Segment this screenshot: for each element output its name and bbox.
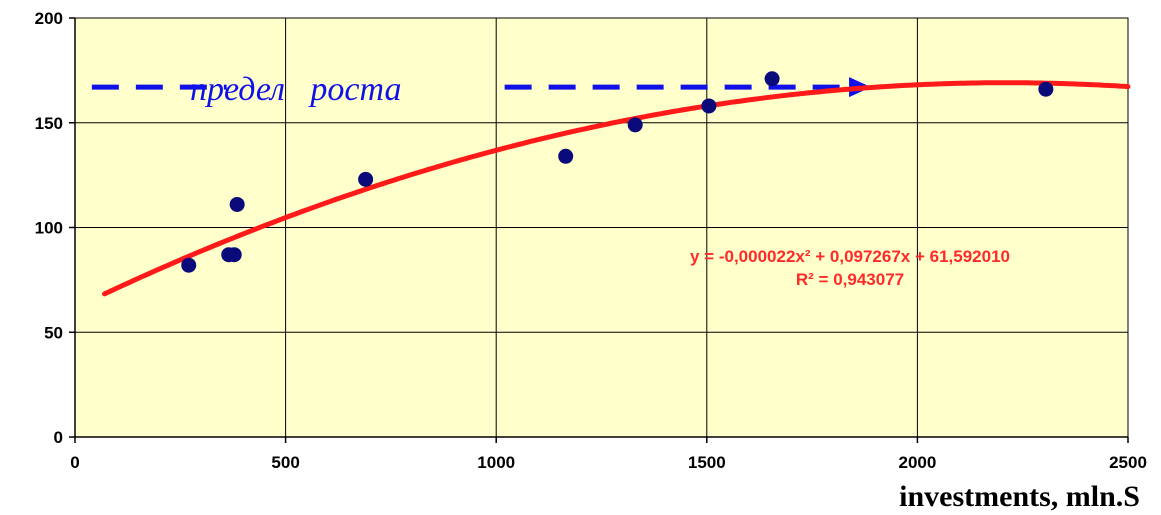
x-tick-label: 1500 <box>688 453 726 472</box>
x-tick-label: 2500 <box>1109 453 1147 472</box>
data-point <box>764 71 780 87</box>
grid-lines <box>75 18 1128 437</box>
trendline-equation: y = -0,000022x² + 0,097267x + 61,592010 <box>690 247 1010 266</box>
data-point <box>701 98 717 114</box>
growth-limit-label: предел роста <box>190 71 402 108</box>
data-point <box>627 117 643 133</box>
x-axis-label: investments, mln.S <box>899 480 1140 513</box>
y-tick-label: 150 <box>35 114 63 133</box>
data-point <box>226 247 242 263</box>
trendline-r-squared: R² = 0,943077 <box>796 270 904 289</box>
x-tick-label: 2000 <box>898 453 936 472</box>
data-point <box>558 148 574 164</box>
trendline <box>102 80 1131 297</box>
y-tick-label: 0 <box>54 428 63 447</box>
y-tick-label: 100 <box>35 219 63 238</box>
data-points <box>181 71 1054 273</box>
axes <box>69 17 1129 443</box>
data-point <box>1038 81 1054 97</box>
x-tick-label: 0 <box>70 453 79 472</box>
y-tick-label: 200 <box>35 9 63 28</box>
x-tick-label: 1000 <box>477 453 515 472</box>
data-point <box>229 196 245 212</box>
data-point <box>181 257 197 273</box>
data-point <box>358 171 374 187</box>
x-tick-label: 500 <box>271 453 299 472</box>
tick-labels: 0 500 1000 1500 2000 2500 0 50 100 150 200 <box>35 9 1147 472</box>
y-tick-label: 50 <box>44 323 63 342</box>
